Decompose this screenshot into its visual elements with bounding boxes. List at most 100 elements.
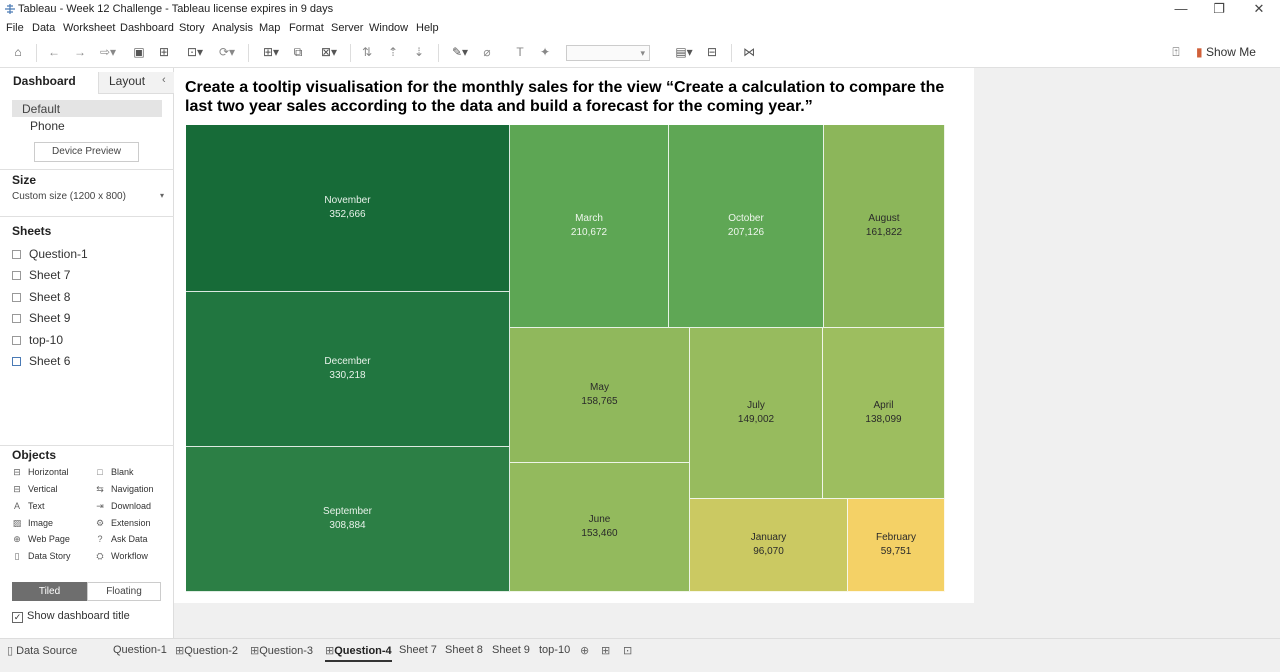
object-workflow[interactable]: ⛭ Workflow bbox=[95, 551, 147, 562]
clear-sheet-icon[interactable]: ⊠▾ bbox=[320, 45, 338, 59]
treemap-tile-august[interactable]: August 161,822 bbox=[824, 125, 945, 328]
menu-help[interactable]: Help bbox=[416, 22, 439, 34]
tab-question-4[interactable]: ⊞Question-4 bbox=[325, 644, 392, 662]
extension-icon: ⚙ bbox=[95, 518, 105, 528]
pause-updates-icon[interactable]: ⊡▾ bbox=[186, 45, 204, 59]
sheet-item-sheet-7[interactable]: Sheet 7 bbox=[12, 268, 70, 284]
save-icon[interactable]: ▣ bbox=[133, 45, 145, 59]
minimize-button[interactable]: — bbox=[1174, 1, 1188, 16]
object-blank[interactable]: □ Blank bbox=[95, 467, 133, 477]
object-horizontal[interactable]: ⊟ Horizontal bbox=[12, 467, 68, 478]
tab-question-3[interactable]: ⊞Question-3 bbox=[250, 644, 313, 662]
tab-sheet-7[interactable]: Sheet 7 bbox=[399, 644, 437, 662]
treemap-tile-april[interactable]: April 138,099 bbox=[823, 328, 945, 499]
new-worksheet-tab-icon[interactable]: ⊕ bbox=[580, 645, 590, 657]
new-datasource-icon[interactable]: ⊞ bbox=[158, 45, 170, 59]
object-data-story[interactable]: ▯ Data Story bbox=[12, 551, 71, 562]
new-story-tab-icon[interactable]: ⊡ bbox=[623, 645, 633, 657]
tiled-button[interactable]: Tiled bbox=[12, 582, 87, 601]
treemap-tile-march[interactable]: March 210,672 bbox=[510, 125, 669, 328]
object-ask-data[interactable]: ? Ask Data bbox=[95, 534, 147, 544]
horizontal-icon: ⊟ bbox=[13, 467, 21, 477]
device-phone[interactable]: Phone bbox=[30, 119, 65, 133]
tile-value-label: 308,884 bbox=[329, 520, 366, 531]
show-title-toggle[interactable]: ✓ Show dashboard title bbox=[12, 610, 130, 626]
tab-dashboard[interactable]: Dashboard bbox=[13, 74, 76, 88]
refresh-icon[interactable]: ⟳▾ bbox=[218, 45, 236, 59]
treemap-tile-may[interactable]: May 158,765 bbox=[510, 328, 690, 463]
tab-top-10[interactable]: top-10 bbox=[539, 644, 570, 662]
tab-data-source[interactable]: ▯ Data Source bbox=[7, 644, 77, 662]
treemap-tile-november[interactable]: November 352,666 bbox=[186, 125, 510, 292]
treemap-tile-january[interactable]: January 96,070 bbox=[690, 499, 848, 592]
bookmark-icon[interactable]: ⍐ bbox=[1172, 45, 1180, 59]
device-preview-button[interactable]: Device Preview bbox=[34, 142, 139, 162]
checkbox-checked-icon[interactable]: ✓ bbox=[12, 612, 23, 623]
close-button[interactable]: ✕ bbox=[1253, 1, 1265, 16]
tab-question-2[interactable]: ⊞Question-2 bbox=[175, 644, 238, 662]
menu-format[interactable]: Format bbox=[289, 22, 324, 34]
floating-button[interactable]: Floating bbox=[87, 582, 161, 601]
undo-icon[interactable]: ← bbox=[48, 45, 60, 59]
dashboard-sheet: Create a tooltip visualisation for the m… bbox=[174, 68, 974, 603]
tile-month-label: July bbox=[747, 400, 765, 411]
fit-dropdown[interactable]: ▾ bbox=[566, 45, 650, 61]
menu-dashboard[interactable]: Dashboard bbox=[120, 22, 174, 34]
collapse-pane-icon[interactable]: ‹ bbox=[162, 72, 174, 94]
card-toggle-icon[interactable]: ▤▾ bbox=[675, 45, 693, 59]
menu-worksheet[interactable]: Worksheet bbox=[63, 22, 116, 34]
replay-icon[interactable]: ⇨▾ bbox=[99, 45, 117, 59]
treemap-tile-october[interactable]: October 207,126 bbox=[669, 125, 824, 328]
sort-ascending-icon[interactable]: ⇡ bbox=[387, 45, 399, 59]
menu-data[interactable]: Data bbox=[32, 22, 56, 34]
sheet-item-sheet-6[interactable]: Sheet 6 bbox=[12, 354, 70, 370]
menu-server[interactable]: Server bbox=[331, 22, 364, 34]
object-download[interactable]: ⇥ Download bbox=[95, 501, 151, 512]
object-text[interactable]: A Text bbox=[12, 501, 45, 511]
maximize-button[interactable]: ❐ bbox=[1213, 1, 1225, 16]
menu-story[interactable]: Story bbox=[179, 22, 205, 34]
show-me-button[interactable]: ▮ Show Me bbox=[1196, 45, 1268, 61]
treemap-tile-december[interactable]: December 330,218 bbox=[186, 292, 510, 447]
object-image[interactable]: ▨ Image bbox=[12, 518, 53, 529]
object-vertical[interactable]: ⊟ Vertical bbox=[12, 484, 57, 495]
pin-icon[interactable]: ✦ bbox=[539, 45, 551, 59]
menu-analysis[interactable]: Analysis bbox=[212, 22, 253, 34]
device-default-row[interactable]: Default bbox=[12, 100, 162, 117]
treemap-tile-july[interactable]: July 149,002 bbox=[690, 328, 823, 499]
treemap-tile-september[interactable]: September 308,884 bbox=[186, 447, 510, 592]
highlight-icon[interactable]: ✎▾ bbox=[451, 45, 469, 59]
tab-layout[interactable]: Layout bbox=[98, 72, 162, 94]
home-icon[interactable]: ⌂ bbox=[14, 45, 22, 59]
dashboard-icon: ⊞ bbox=[175, 645, 185, 657]
redo-icon[interactable]: → bbox=[74, 45, 86, 59]
object-extension[interactable]: ⚙ Extension bbox=[95, 518, 151, 529]
sheet-item-question-1[interactable]: Question-1 bbox=[12, 247, 88, 263]
presentation-icon[interactable]: ⊟ bbox=[706, 45, 718, 59]
object-label: Text bbox=[28, 501, 45, 511]
tab-question-1[interactable]: Question-1 bbox=[113, 644, 167, 662]
treemap-tile-june[interactable]: June 153,460 bbox=[510, 463, 690, 592]
sort-descending-icon[interactable]: ⇣ bbox=[413, 45, 425, 59]
sheet-item-top-10[interactable]: top-10 bbox=[12, 333, 63, 349]
treemap-tile-february[interactable]: February 59,751 bbox=[848, 499, 945, 592]
object-navigation[interactable]: ⇆ Navigation bbox=[95, 484, 153, 495]
menu-window[interactable]: Window bbox=[369, 22, 409, 34]
sheets-header: Sheets bbox=[12, 224, 52, 238]
title-bar: Tableau - Week 12 Challenge - Tableau li… bbox=[0, 0, 1280, 20]
object-web-page[interactable]: ⊕ Web Page bbox=[12, 534, 70, 545]
duplicate-icon[interactable]: ⧉ bbox=[293, 45, 303, 59]
sheet-item-sheet-8[interactable]: Sheet 8 bbox=[12, 290, 70, 306]
new-dashboard-tab-icon[interactable]: ⊞ bbox=[601, 645, 611, 657]
tab-sheet-8[interactable]: Sheet 8 bbox=[445, 644, 483, 662]
share-icon[interactable]: ⋈ bbox=[743, 45, 755, 59]
size-dropdown[interactable]: Custom size (1200 x 800) ▾ bbox=[12, 189, 164, 205]
swap-icon[interactable]: ⇅ bbox=[361, 45, 373, 59]
menu-file[interactable]: File bbox=[6, 22, 24, 34]
sheet-item-sheet-9[interactable]: Sheet 9 bbox=[12, 311, 70, 327]
new-worksheet-icon[interactable]: ⊞▾ bbox=[262, 45, 280, 59]
labels-icon[interactable]: T bbox=[516, 45, 524, 59]
tab-sheet-9[interactable]: Sheet 9 bbox=[492, 644, 530, 662]
group-icon[interactable]: ⌀ bbox=[483, 45, 491, 59]
menu-map[interactable]: Map bbox=[259, 22, 281, 34]
